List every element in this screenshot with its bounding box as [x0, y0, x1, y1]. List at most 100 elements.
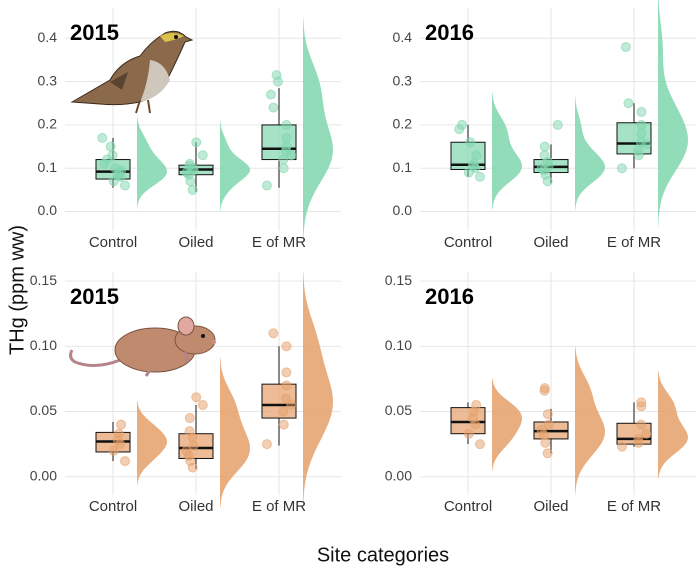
point: [636, 397, 647, 408]
y-tick-label: 0.10: [30, 337, 57, 353]
y-tick-label: 0.00: [30, 467, 57, 483]
x-tick-label: Oiled: [533, 234, 569, 251]
panel-title: 2016: [425, 20, 474, 45]
point: [261, 180, 272, 191]
mouse-illustration: [69, 316, 216, 377]
point: [536, 424, 547, 435]
point: [641, 428, 652, 439]
point: [552, 119, 563, 130]
panel-title: 2015: [70, 284, 119, 309]
y-tick-label: 0.2: [393, 116, 413, 132]
point: [635, 419, 646, 430]
y-tick-label: 0.1: [393, 159, 413, 175]
x-tick-label: E of MR: [251, 234, 307, 251]
grid-layer: [65, 8, 696, 495]
point: [278, 419, 289, 430]
density: [658, 0, 688, 227]
point: [181, 445, 192, 456]
point: [465, 137, 476, 148]
point: [539, 150, 550, 161]
bird-illustration: [70, 30, 194, 114]
point: [119, 180, 130, 191]
point: [119, 456, 130, 467]
density: [303, 271, 333, 506]
x-tick-label: Oiled: [178, 234, 214, 251]
y-tick-label: 0.0: [393, 202, 413, 218]
point: [633, 433, 644, 444]
point: [281, 380, 292, 391]
x-tick-label: Control: [88, 234, 138, 251]
point: [636, 128, 647, 139]
point: [623, 98, 634, 109]
point: [278, 163, 289, 174]
point: [110, 163, 121, 174]
point: [616, 441, 627, 452]
density: [220, 120, 250, 212]
point: [278, 406, 289, 417]
y-tick-label: 0.15: [385, 272, 412, 288]
y-tick-label: 0.05: [385, 402, 412, 418]
density: [220, 357, 250, 508]
x-tick-label: Oiled: [178, 498, 214, 515]
point: [463, 428, 474, 439]
point: [191, 392, 202, 403]
point: [542, 409, 553, 420]
point: [471, 400, 482, 411]
density: [492, 92, 522, 210]
point: [105, 141, 116, 152]
point: [281, 141, 292, 152]
density: [575, 347, 605, 495]
point: [281, 132, 292, 143]
density: [303, 17, 333, 243]
point: [184, 426, 195, 437]
point: [261, 439, 272, 450]
density: [575, 95, 605, 211]
point: [616, 163, 627, 174]
point: [184, 158, 195, 169]
y-tick-label: 0.05: [30, 402, 57, 418]
point: [471, 150, 482, 161]
y-tick-label: 0.15: [30, 272, 57, 288]
y-tick-label: 0.2: [38, 116, 58, 132]
y-tick-label: 0.4: [393, 29, 413, 45]
point: [268, 328, 279, 339]
y-tick-label: 0.3: [38, 72, 58, 88]
x-tick-label: Oiled: [533, 498, 569, 515]
point: [268, 102, 279, 113]
x-axis-label: Site categories: [317, 544, 449, 566]
point: [281, 119, 292, 130]
point: [636, 119, 647, 130]
point: [97, 132, 108, 143]
y-tick-label: 0.00: [385, 467, 412, 483]
density: [137, 400, 167, 485]
point: [187, 184, 198, 195]
point: [636, 106, 647, 117]
y-tick-label: 0.10: [385, 337, 412, 353]
point: [197, 150, 208, 161]
point: [286, 400, 297, 411]
panel-title: 2016: [425, 284, 474, 309]
x-tick-label: E of MR: [606, 498, 662, 515]
point: [620, 41, 631, 52]
x-tick-label: Control: [88, 498, 138, 515]
x-tick-label: Control: [443, 234, 493, 251]
density: [492, 378, 522, 471]
x-tick-label: Control: [443, 498, 493, 515]
point: [542, 448, 553, 459]
point: [633, 145, 644, 156]
point: [281, 367, 292, 378]
density: [658, 370, 688, 479]
y-tick-label: 0.1: [38, 159, 58, 175]
x-tick-label: E of MR: [606, 234, 662, 251]
point: [113, 428, 124, 439]
y-tick-label: 0.0: [38, 202, 58, 218]
point: [184, 413, 195, 424]
y-tick-label: 0.4: [38, 29, 58, 45]
point: [265, 89, 276, 100]
point: [474, 171, 485, 182]
point: [457, 119, 468, 130]
point: [539, 383, 550, 394]
point: [543, 419, 554, 430]
